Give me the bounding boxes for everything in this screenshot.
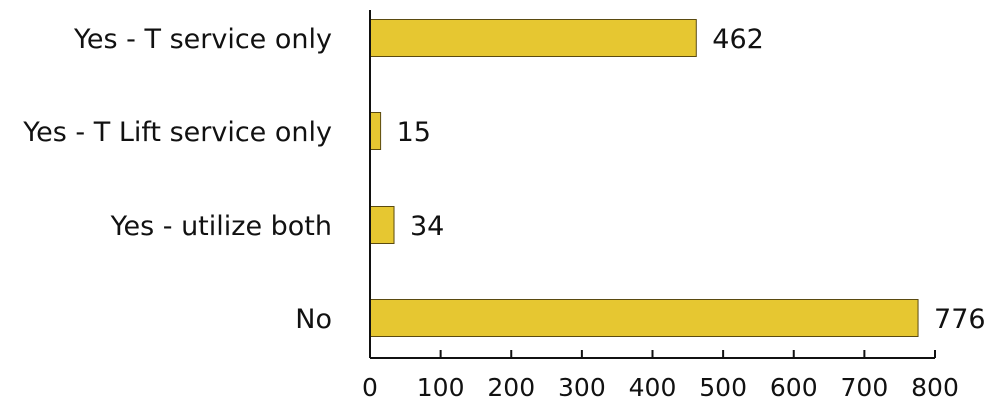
- bars-layer: [369, 19, 919, 337]
- x-tick-label-3: 300: [558, 373, 606, 402]
- value-label-0: 462: [712, 24, 764, 55]
- x-tick-label-1: 100: [417, 373, 465, 402]
- bar-0: [369, 19, 697, 57]
- value-label-3: 776: [934, 304, 986, 335]
- axis-layer: [369, 10, 936, 359]
- bar-3: [369, 299, 919, 337]
- x-tick-label-6: 600: [770, 373, 818, 402]
- x-tick-label-4: 400: [629, 373, 677, 402]
- bar-2: [369, 206, 395, 244]
- value-label-2: 34: [410, 211, 444, 242]
- category-label-3: No: [295, 304, 332, 335]
- category-label-1: Yes - T Lift service only: [22, 117, 332, 148]
- x-tick-label-5: 500: [699, 373, 747, 402]
- value-label-1: 15: [397, 117, 431, 148]
- category-label-0: Yes - T service only: [73, 24, 332, 55]
- x-tick-label-7: 700: [841, 373, 889, 402]
- bar-1: [369, 112, 382, 150]
- labels-layer: 462 Yes - T service only 15 Yes - T Lift se…: [22, 24, 985, 402]
- category-label-2: Yes - utilize both: [110, 211, 332, 242]
- x-tick-label-0: 0: [362, 373, 378, 402]
- x-tick-label-8: 800: [911, 373, 959, 402]
- x-tick-label-2: 200: [487, 373, 535, 402]
